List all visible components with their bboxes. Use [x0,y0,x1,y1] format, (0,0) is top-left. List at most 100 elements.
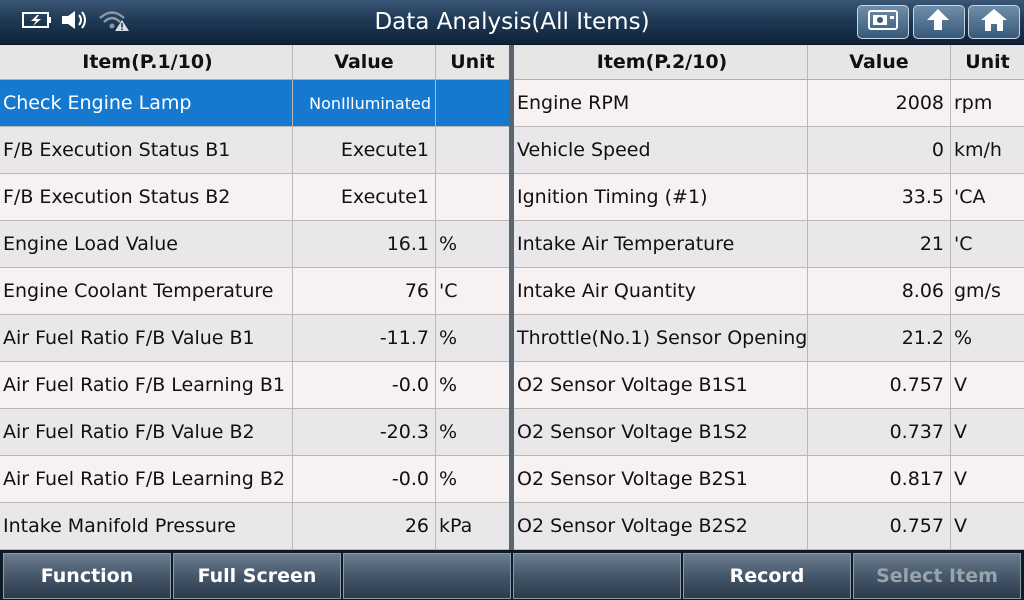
select-item-button[interactable]: Select Item [853,553,1021,599]
row-item-name: Intake Air Quantity [514,268,808,314]
row-unit: % [439,327,458,349]
row-value: 21.2 [808,315,951,361]
back-arrow-icon [924,7,954,37]
row-item-name: F/B Execution Status B1 [0,127,293,173]
table-row[interactable]: Air Fuel Ratio F/B Learning B2 -0.0% [0,456,509,503]
row-value: 8.06 [808,268,951,314]
row-value: 33.5 [808,174,951,220]
full-screen-button[interactable]: Full Screen [173,553,341,599]
header-item[interactable]: Item(P.1/10) [0,45,293,79]
row-unit: % [439,374,458,396]
row-unit: km/h [954,139,1002,161]
row-unit: % [954,327,973,349]
row-item-name: O2 Sensor Voltage B2S2 [514,503,808,549]
table-row[interactable]: Intake Air Temperature 21 'C [514,221,1024,268]
row-value: -0.0 [293,456,436,502]
row-item-name: Intake Manifold Pressure [0,503,293,549]
table-divider [509,45,514,550]
function-button[interactable]: Function [3,553,171,599]
row-unit: 'C [439,280,458,302]
row-value: -11.7 [293,315,436,361]
status-icons [22,8,130,36]
table-row[interactable]: O2 Sensor Voltage B2S2 0.757 V [514,503,1024,550]
row-value: 0.757 [808,362,951,408]
home-button[interactable] [968,5,1020,39]
table-row[interactable]: Engine RPM 2008 rpm [514,80,1024,127]
row-unit: % [439,468,458,490]
home-icon [979,7,1009,37]
table-row[interactable]: Air Fuel Ratio F/B Learning B1 -0.0% [0,362,509,409]
row-unit [436,80,509,126]
row-value: 76 [293,268,436,314]
row-item-name: O2 Sensor Voltage B1S1 [514,362,808,408]
row-item-name: F/B Execution Status B2 [0,174,293,220]
row-value: 21 [808,221,951,267]
table-row[interactable]: Air Fuel Ratio F/B Value B2 -20.3% [0,409,509,456]
function-bar: Function Full Screen Record Select Item [0,550,1024,600]
row-unit: % [439,421,458,443]
table-row[interactable]: O2 Sensor Voltage B1S2 0.737 V [514,409,1024,456]
row-value: 0 [808,127,951,173]
row-value: Execute1 [293,127,436,173]
table-row[interactable]: Vehicle Speed 0 km/h [514,127,1024,174]
blank-button-1[interactable] [343,553,511,599]
screenshot-button[interactable] [857,5,909,39]
row-item-name: Intake Air Temperature [514,221,808,267]
table-row[interactable]: F/B Execution Status B1 Execute1 [0,127,509,174]
table-row[interactable]: O2 Sensor Voltage B1S1 0.757 V [514,362,1024,409]
row-item-name: Air Fuel Ratio F/B Value B2 [0,409,293,455]
left-data-table: Item(P.1/10) Value Unit Check Engine Lam… [0,45,509,550]
blank-button-2[interactable] [513,553,681,599]
table-row[interactable]: Engine Coolant Temperature 76 'C [0,268,509,315]
record-button[interactable]: Record [683,553,851,599]
row-unit: % [439,233,458,255]
row-item-name: Engine Load Value [0,221,293,267]
row-value: NonIlluminated [293,80,436,126]
right-data-table: Item(P.2/10) Value Unit Engine RPM 2008 rp… [514,45,1024,550]
row-value: Execute1 [293,174,436,220]
row-item-name: Air Fuel Ratio F/B Learning B2 [0,456,293,502]
header-unit[interactable]: Unit [965,51,1010,73]
row-item-name: Air Fuel Ratio F/B Value B1 [0,315,293,361]
row-item-name: Vehicle Speed [514,127,808,173]
row-value: 0.817 [808,456,951,502]
row-unit: 'C [954,233,973,255]
table-row[interactable]: Check Engine Lamp NonIlluminated [0,80,509,127]
row-value: -0.0 [293,362,436,408]
table-row[interactable]: Air Fuel Ratio F/B Value B1 -11.7% [0,315,509,362]
row-unit: gm/s [954,280,1001,302]
row-unit: V [954,421,967,443]
speaker-icon [60,9,90,35]
header-unit[interactable]: Unit [450,51,495,73]
row-unit [436,174,509,220]
row-unit: rpm [954,92,993,114]
table-header: Item(P.1/10) Value Unit [0,45,509,80]
back-button[interactable] [913,5,965,39]
table-row[interactable]: F/B Execution Status B2 Execute1 [0,174,509,221]
row-item-name: Throttle(No.1) Sensor Opening [514,315,808,361]
table-row[interactable]: Intake Air Quantity 8.06 gm/s [514,268,1024,315]
row-unit: 'CA [954,186,986,208]
header-value[interactable]: Value [808,45,951,79]
table-row[interactable]: Ignition Timing (#1) 33.5 'CA [514,174,1024,221]
row-unit: V [954,374,967,396]
wifi-warning-icon [98,8,130,36]
title-bar: Data Analysis(All Items) [0,0,1024,45]
row-item-name: O2 Sensor Voltage B2S1 [514,456,808,502]
table-row[interactable]: Engine Load Value 16.1% [0,221,509,268]
table-row[interactable]: Intake Manifold Pressure 26 kPa [0,503,509,550]
table-row[interactable]: O2 Sensor Voltage B2S1 0.817 V [514,456,1024,503]
row-item-name: Check Engine Lamp [0,80,293,126]
row-item-name: O2 Sensor Voltage B1S2 [514,409,808,455]
table-row[interactable]: Throttle(No.1) Sensor Opening 21.2% [514,315,1024,362]
row-value: 16.1 [293,221,436,267]
row-item-name: Engine Coolant Temperature [0,268,293,314]
row-item-name: Ignition Timing (#1) [514,174,808,220]
screenshot-icon [867,8,899,36]
header-item[interactable]: Item(P.2/10) [514,45,808,79]
battery-charging-icon [22,11,52,33]
row-value: -20.3 [293,409,436,455]
row-item-name: Air Fuel Ratio F/B Learning B1 [0,362,293,408]
row-unit: V [954,468,967,490]
header-value[interactable]: Value [293,45,436,79]
